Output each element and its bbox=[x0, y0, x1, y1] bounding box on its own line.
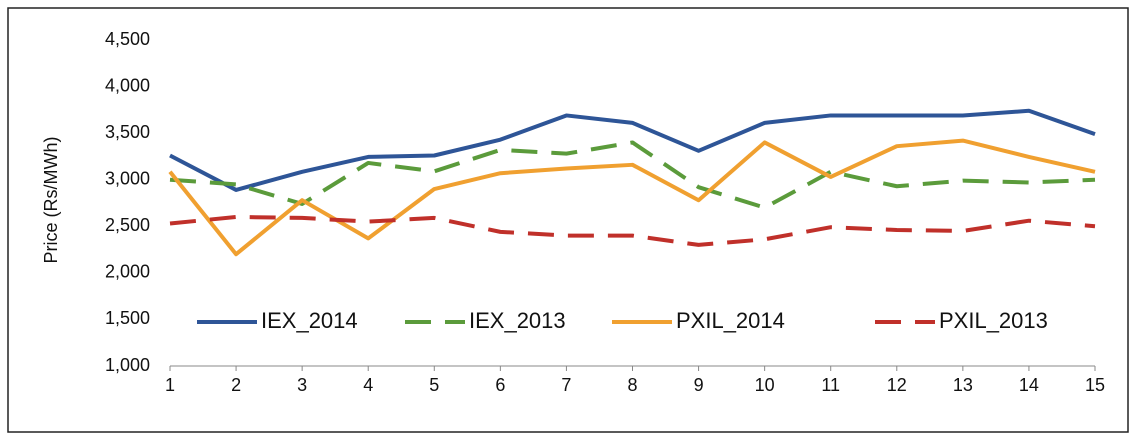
series-line bbox=[169, 140, 1096, 210]
x-tick-label: 12 bbox=[887, 375, 907, 395]
x-tick-label: 11 bbox=[821, 375, 840, 395]
legend-label: PXIL_2014 bbox=[676, 308, 785, 333]
x-tick-label: 3 bbox=[297, 375, 307, 395]
x-tick-label: 7 bbox=[561, 375, 571, 395]
y-tick-label: 2,000 bbox=[105, 262, 150, 282]
x-tick-label: 1 bbox=[165, 375, 175, 395]
legend-label: IEX_2014 bbox=[261, 308, 358, 333]
x-tick-label: 15 bbox=[1085, 375, 1105, 395]
y-tick-label: 3,500 bbox=[105, 122, 150, 142]
legend-label: PXIL_2013 bbox=[939, 308, 1048, 333]
x-tick-label: 4 bbox=[363, 375, 373, 395]
y-axis-label: Price (Rs/MWh) bbox=[41, 137, 61, 264]
x-tick-label: 5 bbox=[429, 375, 439, 395]
y-tick-label: 4,000 bbox=[105, 75, 150, 95]
y-tick-label: 4,500 bbox=[105, 29, 150, 49]
series-line bbox=[169, 214, 1096, 247]
y-tick-label: 1,500 bbox=[105, 308, 150, 328]
y-tick-label: 2,500 bbox=[105, 215, 150, 235]
y-tick-label: 3,000 bbox=[105, 168, 150, 188]
frame bbox=[7, 7, 1129, 433]
series-line bbox=[169, 108, 1096, 192]
series-line bbox=[168, 138, 1096, 257]
x-tick-label: 9 bbox=[694, 375, 704, 395]
y-tick-label: 1,000 bbox=[105, 355, 150, 375]
x-tick-label: 8 bbox=[627, 375, 637, 395]
legend-label: IEX_2013 bbox=[469, 308, 566, 333]
x-tick-label: 2 bbox=[231, 375, 241, 395]
x-tick-label: 13 bbox=[953, 375, 973, 395]
x-tick-label: 14 bbox=[1019, 375, 1039, 395]
x-tick-label: 10 bbox=[755, 375, 775, 395]
x-tick-label: 6 bbox=[495, 375, 505, 395]
